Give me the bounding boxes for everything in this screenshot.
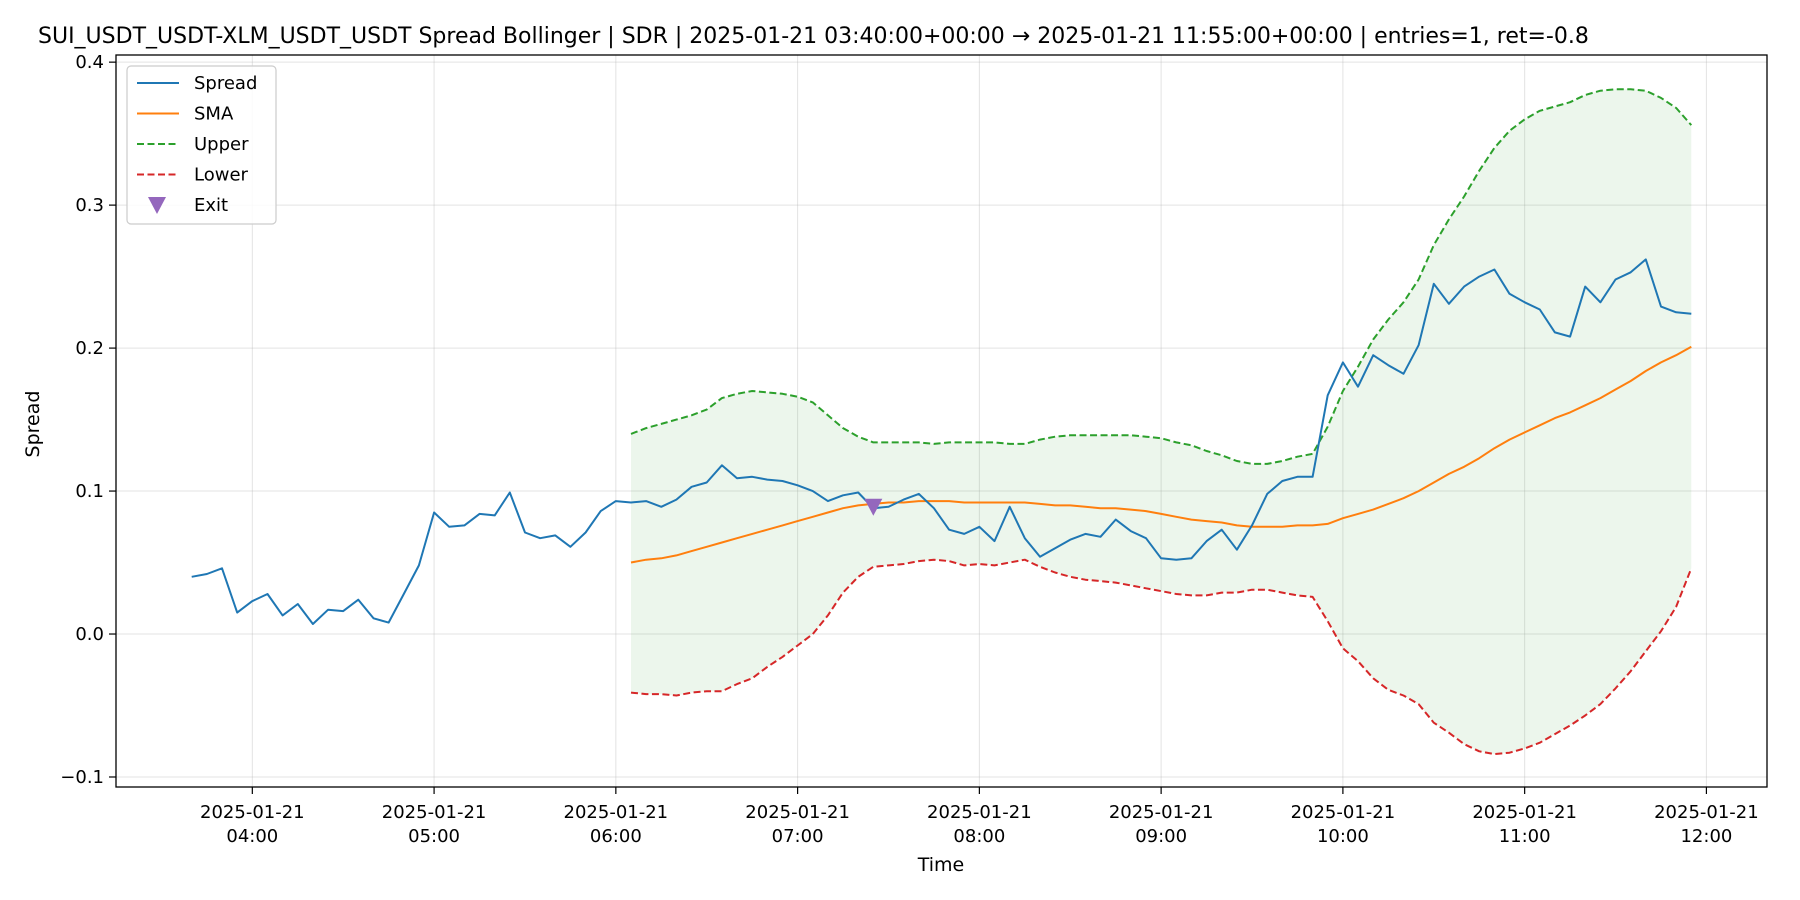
x-tick-label: 05:00 — [408, 826, 460, 847]
plot-frame — [115, 54, 1768, 788]
legend-label: Lower — [194, 165, 249, 186]
y-tick-label: 0.3 — [75, 195, 104, 216]
x-tick-label: 2025-01-21 — [564, 802, 669, 823]
x-tick-label: 2025-01-21 — [1109, 802, 1214, 823]
y-tick-label: −0.1 — [60, 767, 104, 788]
series-lines — [191, 88, 1693, 756]
x-tick-label: 2025-01-21 — [745, 802, 850, 823]
legend-label: SMA — [194, 104, 234, 125]
legend-label: Exit — [194, 195, 228, 216]
y-axis-ticks: −0.1 0.0 0.1 0.2 0.3 0.4 — [60, 52, 116, 788]
bollinger-band — [631, 89, 1692, 755]
x-tick-label: 2025-01-21 — [927, 802, 1032, 823]
x-tick-label: 08:00 — [953, 826, 1005, 847]
x-tick-label: 09:00 — [1135, 826, 1187, 847]
spread-line — [191, 258, 1692, 625]
x-tick-label: 06:00 — [590, 826, 642, 847]
chart-title: SUI_USDT_USDT-XLM_USDT_USDT Spread Bolli… — [38, 24, 1589, 49]
x-tick-label: 2025-01-21 — [1654, 802, 1759, 823]
legend-label: Spread — [194, 73, 257, 94]
legend-box — [126, 65, 277, 225]
x-tick-label: 10:00 — [1317, 826, 1369, 847]
x-tick-label: 11:00 — [1499, 826, 1551, 847]
exit-marker — [864, 498, 883, 516]
legend-label: Upper — [194, 134, 249, 155]
x-tick-label: 2025-01-21 — [1472, 802, 1577, 823]
legend: Spread SMA Upper Lower Exit — [126, 65, 277, 225]
y-tick-label: 0.2 — [75, 338, 104, 359]
x-axis-ticks: 2025-01-21 04:00 2025-01-21 05:00 2025-01-21… — [200, 787, 1759, 847]
sma-line — [630, 345, 1692, 564]
y-axis-label: Spread — [22, 391, 44, 458]
x-tick-label: 04:00 — [226, 826, 278, 847]
band-fill — [631, 89, 1692, 755]
x-tick-label: 2025-01-21 — [200, 802, 305, 823]
x-tick-label: 12:00 — [1680, 826, 1732, 847]
x-tick-label: 2025-01-21 — [1291, 802, 1396, 823]
x-tick-label: 2025-01-21 — [382, 802, 487, 823]
markers — [864, 498, 883, 516]
lower-line — [630, 558, 1693, 756]
x-tick-label: 07:00 — [772, 826, 824, 847]
upper-line — [630, 88, 1693, 465]
x-axis-label: Time — [917, 854, 965, 876]
y-tick-label: 0.1 — [75, 481, 104, 502]
grid — [116, 55, 1767, 787]
y-tick-label: 0.0 — [75, 624, 104, 645]
legend-exit-symbol — [148, 197, 166, 214]
y-tick-label: 0.4 — [75, 52, 104, 73]
